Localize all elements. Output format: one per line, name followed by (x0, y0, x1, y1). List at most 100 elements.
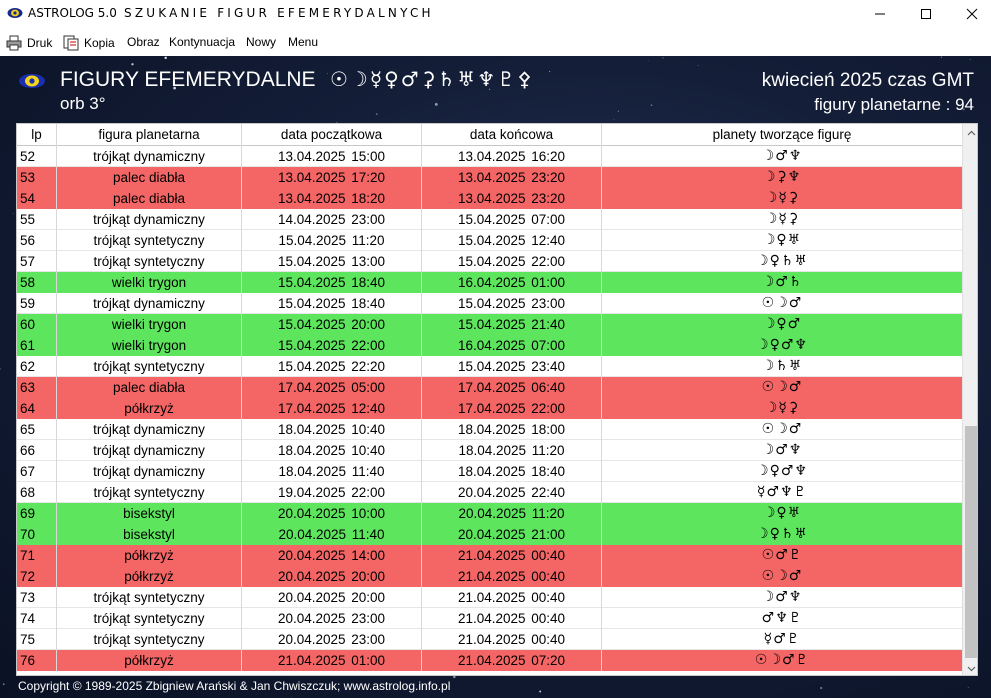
scrollbar-thumb[interactable] (965, 426, 977, 658)
table-row[interactable]: 73 trójkąt syntetyczny 20.04.2025 20:00 21.… (17, 587, 962, 608)
table-row[interactable]: 67 trójkąt dynamiczny 18.04.2025 11:40 18.0… (17, 461, 962, 482)
end-date: 18.04.2025 11:20 (422, 440, 602, 461)
scroll-up-button[interactable] (963, 124, 977, 141)
start-date: 20.04.2025 11:40 (242, 524, 422, 545)
end-date: 21.04.2025 00:40 (422, 566, 602, 587)
planet-symbols: ☉☽☿♀♂⚳♄♅♆♇⚴ (330, 67, 534, 91)
start-date: 15.04.2025 22:00 (242, 335, 422, 356)
minimize-button[interactable] (857, 0, 903, 28)
column-header-start[interactable]: data początkowa (242, 124, 422, 146)
window-title: SZUKANIE FIGUR EFEMERYDALNYCH (124, 6, 434, 20)
star (173, 86, 176, 90)
planet-glyphs: ☿♂♇ (763, 631, 801, 647)
end-date: 21.04.2025 00:40 (422, 629, 602, 650)
end-date: 17.04.2025 06:40 (422, 377, 602, 398)
menu-bar: Druk Kopia Obraz Kontynuacja Nowy Menu (0, 28, 991, 56)
planet-glyphs: ☽♀♄♅ (756, 253, 808, 269)
table-row[interactable]: 76 półkrzyż 21.04.2025 01:00 21.04.2025 07:… (17, 650, 962, 671)
figure-count: figury planetarne : 94 (814, 95, 974, 114)
end-date: 13.04.2025 23:20 (422, 167, 602, 188)
menu-item-obraz[interactable]: Obraz (127, 35, 160, 49)
column-header-lp[interactable]: lp (17, 124, 57, 146)
figure-name: trójkąt syntetyczny (57, 251, 242, 272)
menu-item-kopia[interactable]: Kopia (63, 35, 115, 51)
planet-glyphs: ☉☽♂ (761, 295, 803, 311)
start-date: 15.04.2025 11:20 (242, 230, 422, 251)
figure-name: trójkąt dynamiczny (57, 209, 242, 230)
star (969, 58, 971, 60)
menu-label-obraz: Obraz (127, 35, 160, 49)
planet-glyphs: ☉♂♇ (761, 547, 803, 563)
planet-glyphs: ☽♄♅ (761, 358, 803, 374)
table-row[interactable]: 56 trójkąt syntetyczny 15.04.2025 11:20 15.… (17, 230, 962, 251)
column-header-end[interactable]: data końcowa (422, 124, 602, 146)
planet-glyphs: ☽♀♅ (762, 232, 802, 248)
table-row[interactable]: 66 trójkąt dynamiczny 18.04.2025 10:40 18.0… (17, 440, 962, 461)
menu-item-menu[interactable]: Menu (288, 35, 318, 49)
menu-label-kopia: Kopia (84, 36, 115, 50)
table-row[interactable]: 52 trójkąt dynamiczny 13.04.2025 15:00 13.0… (17, 146, 962, 167)
menu-item-kontynuacja[interactable]: Kontynuacja (169, 35, 235, 49)
row-number: 66 (17, 440, 57, 461)
table-row[interactable]: 70 bisekstyl 20.04.2025 11:40 20.04.2025 21… (17, 524, 962, 545)
table-row[interactable]: 74 trójkąt syntetyczny 20.04.2025 23:00 21.… (17, 608, 962, 629)
table-row[interactable]: 71 półkrzyż 20.04.2025 14:00 21.04.2025 00:… (17, 545, 962, 566)
figure-name: półkrzyż (57, 566, 242, 587)
scroll-down-button[interactable] (963, 660, 977, 675)
start-date: 17.04.2025 12:40 (242, 398, 422, 419)
planet-glyphs: ☽♀♂♆ (756, 463, 808, 479)
table-row[interactable]: 62 trójkąt syntetyczny 15.04.2025 22:20 15.… (17, 356, 962, 377)
maximize-icon (921, 9, 931, 19)
table-row[interactable]: 75 trójkąt syntetyczny 20.04.2025 23:00 21.… (17, 629, 962, 650)
table-row[interactable]: 55 trójkąt dynamiczny 14.04.2025 23:00 15.0… (17, 209, 962, 230)
end-date: 20.04.2025 21:00 (422, 524, 602, 545)
table-row[interactable]: 58 wielki trygon 15.04.2025 18:40 16.04.202… (17, 272, 962, 293)
close-button[interactable] (949, 0, 991, 28)
end-date: 21.04.2025 00:40 (422, 545, 602, 566)
copyright-footer: Copyright © 1989-2025 Zbigniew Arański &… (18, 679, 451, 693)
table-row[interactable]: 57 trójkąt syntetyczny 15.04.2025 13:00 15.… (17, 251, 962, 272)
star (820, 686, 823, 690)
astrolog-eye-icon (19, 74, 45, 88)
table-row[interactable]: 59 trójkąt dynamiczny 15.04.2025 18:40 15.0… (17, 293, 962, 314)
star (164, 56, 167, 60)
table-row[interactable]: 69 bisekstyl 20.04.2025 10:00 20.04.2025 11… (17, 503, 962, 524)
planet-glyphs: ☽☿⚳ (764, 211, 800, 227)
vertical-scrollbar[interactable] (962, 124, 977, 675)
month-label: kwiecień 2025 czas GMT (761, 70, 974, 91)
table-row[interactable]: 64 półkrzyż 17.04.2025 12:40 17.04.2025 22:… (17, 398, 962, 419)
start-date: 15.04.2025 22:20 (242, 356, 422, 377)
minimize-icon (875, 13, 885, 15)
chevron-up-icon (967, 130, 976, 135)
table-row[interactable]: 61 wielki trygon 15.04.2025 22:00 16.04.202… (17, 335, 962, 356)
table-row[interactable]: 68 trójkąt syntetyczny 19.04.2025 22:00 20.… (17, 482, 962, 503)
table-row[interactable]: 65 trójkąt dynamiczny 18.04.2025 10:40 18.0… (17, 419, 962, 440)
start-date: 19.04.2025 22:00 (242, 482, 422, 503)
maximize-button[interactable] (903, 0, 949, 28)
table-row[interactable]: 53 palec diabła 13.04.2025 17:20 13.04.2025… (17, 167, 962, 188)
table-row[interactable]: 54 palec diabła 13.04.2025 18:20 13.04.2025… (17, 188, 962, 209)
menu-item-nowy[interactable]: Nowy (246, 35, 276, 49)
row-number: 75 (17, 629, 57, 650)
row-number: 57 (17, 251, 57, 272)
table-row[interactable]: 72 półkrzyż 20.04.2025 20:00 21.04.2025 00:… (17, 566, 962, 587)
start-date: 15.04.2025 13:00 (242, 251, 422, 272)
row-number: 76 (17, 650, 57, 671)
planet-glyphs: ☉☽♂ (761, 379, 803, 395)
row-number: 60 (17, 314, 57, 335)
end-date: 20.04.2025 11:20 (422, 503, 602, 524)
end-date: 16.04.2025 07:00 (422, 335, 602, 356)
menu-item-druk[interactable]: Druk (6, 35, 52, 51)
column-header-planets[interactable]: planety tworzące figurę (712, 127, 852, 142)
table-row[interactable]: 60 wielki trygon 15.04.2025 20:00 15.04.202… (17, 314, 962, 335)
row-number: 69 (17, 503, 57, 524)
figure-name: trójkąt dynamiczny (57, 293, 242, 314)
star (613, 119, 615, 121)
table-row[interactable]: 63 palec diabła 17.04.2025 05:00 17.04.2025… (17, 377, 962, 398)
start-date: 14.04.2025 23:00 (242, 209, 422, 230)
planet-glyphs: ☽♂♄ (761, 274, 803, 290)
planet-glyphs: ☽☿⚳ (764, 400, 800, 416)
ephemeris-panel: FIGURY EFEMERYDALNE ☉☽☿♀♂⚳♄♅♆♇⚴ orb 3° k… (0, 56, 991, 698)
planet-glyphs: ☽♂♆ (761, 148, 803, 164)
column-header-figure[interactable]: figura planetarna (57, 124, 242, 146)
